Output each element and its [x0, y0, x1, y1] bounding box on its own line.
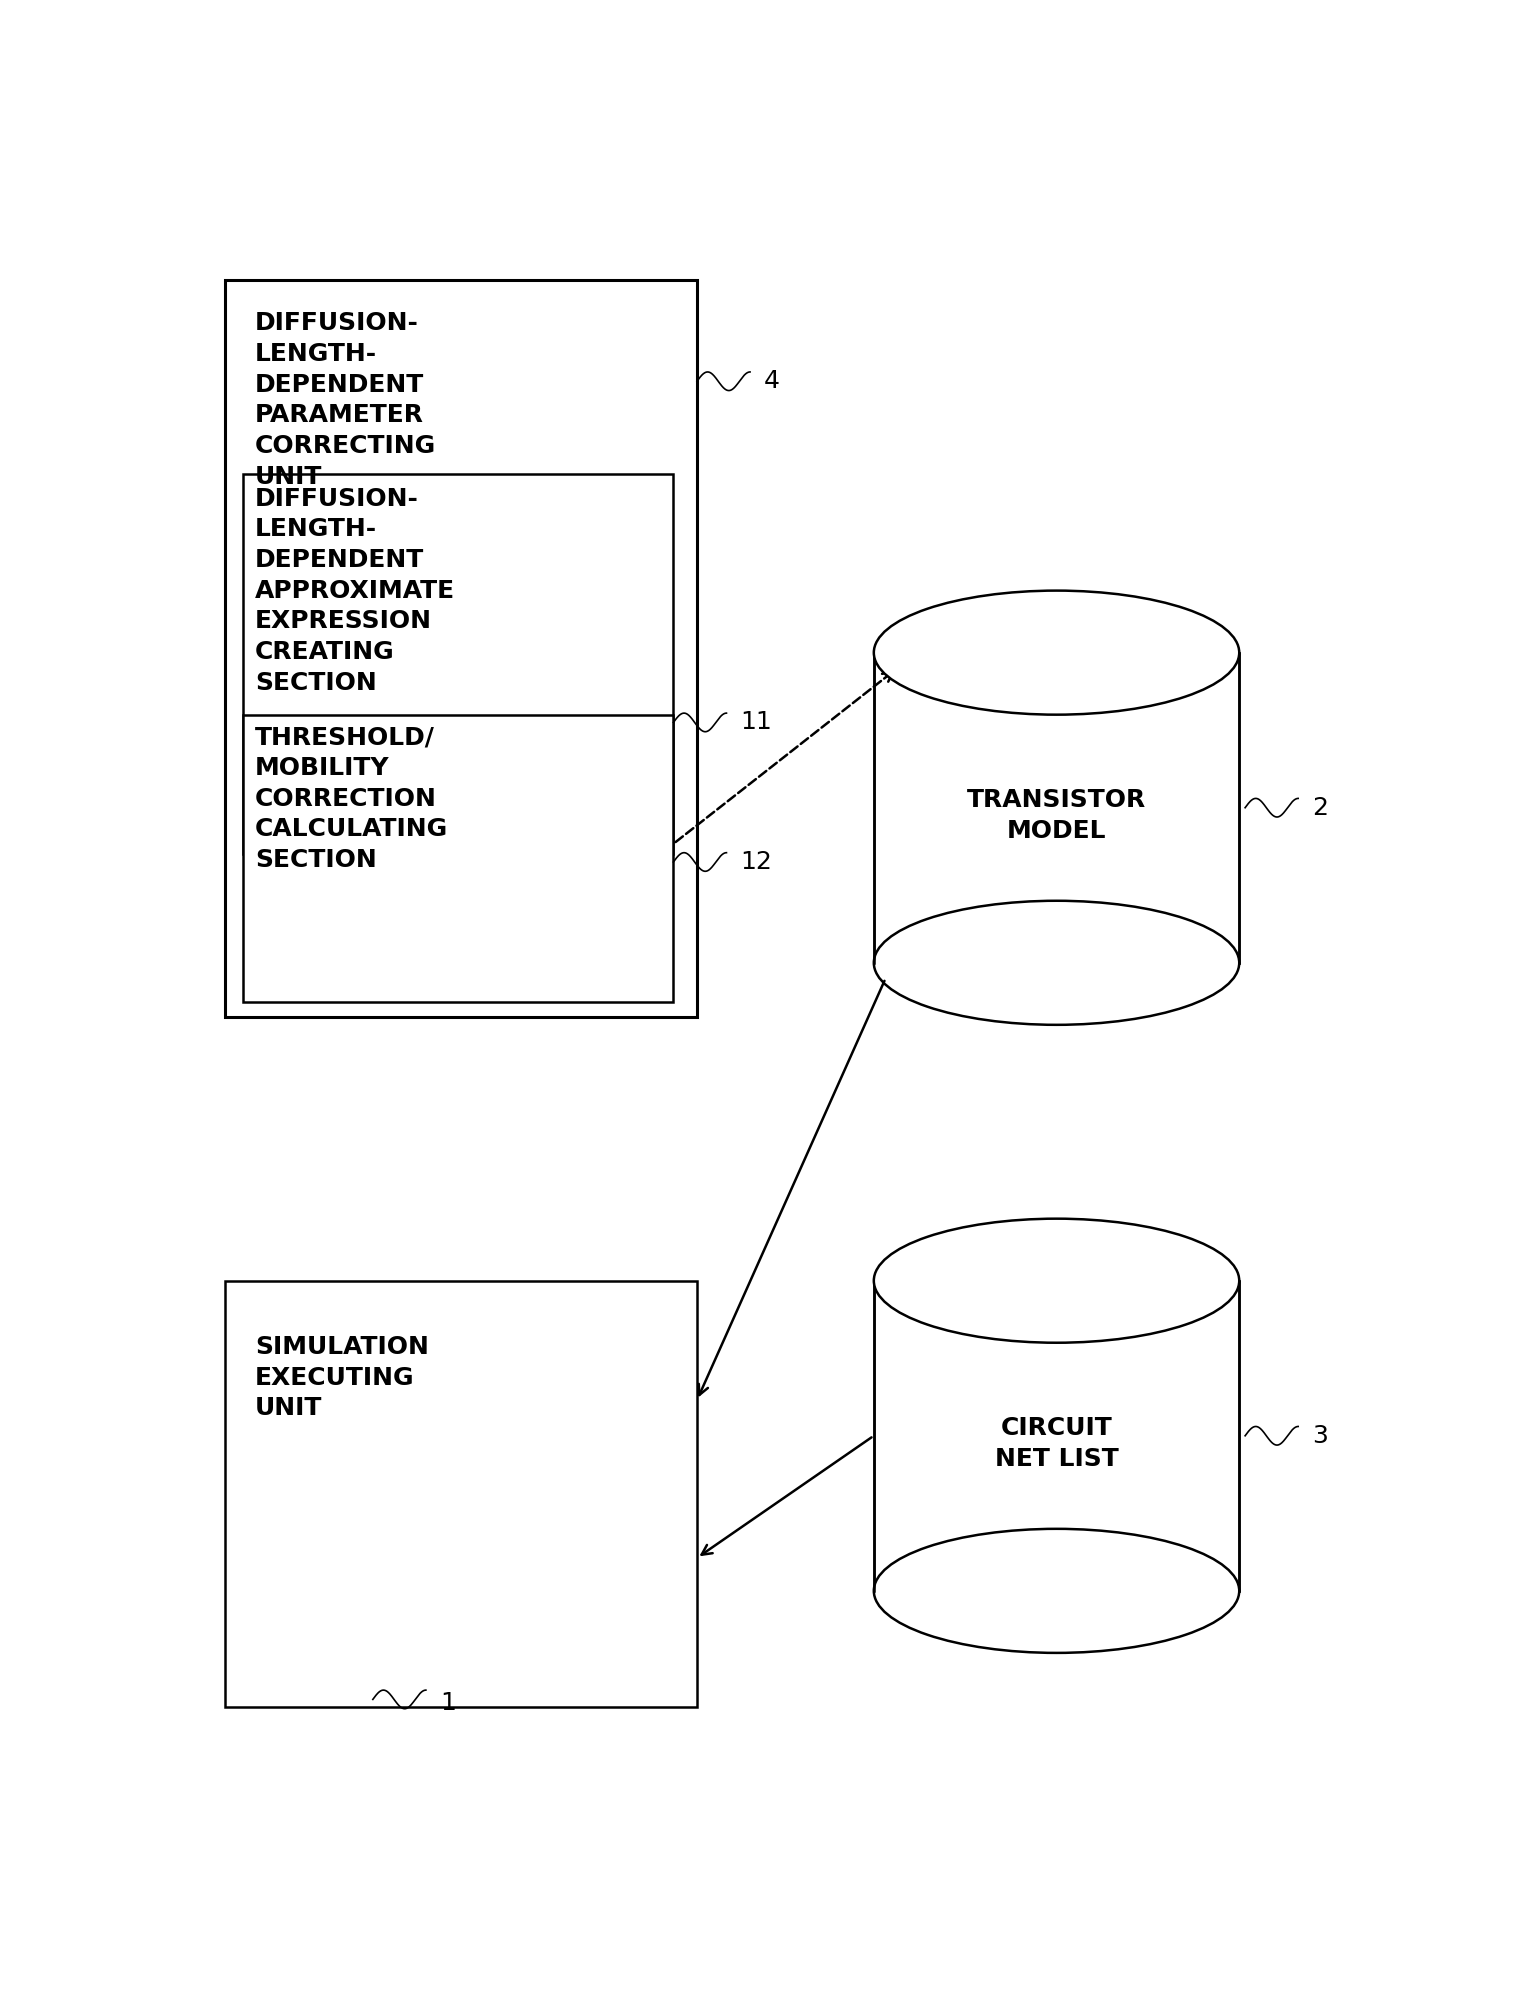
Ellipse shape	[873, 1529, 1240, 1653]
Bar	[225, 280, 697, 1017]
Text: CIRCUIT
NET LIST: CIRCUIT NET LIST	[995, 1416, 1118, 1470]
Text: THRESHOLD/
MOBILITY
CORRECTION
CALCULATING
SECTION: THRESHOLD/ MOBILITY CORRECTION CALCULATI…	[256, 725, 449, 872]
Text: 3: 3	[1313, 1424, 1328, 1448]
Bar	[243, 715, 674, 1001]
Text: 1: 1	[440, 1690, 456, 1714]
Bar	[873, 1281, 1240, 1591]
Text: 2: 2	[1313, 796, 1328, 820]
Bar	[873, 653, 1240, 963]
Text: DIFFUSION-
LENGTH-
DEPENDENT
PARAMETER
CORRECTING
UNIT: DIFFUSION- LENGTH- DEPENDENT PARAMETER C…	[256, 312, 437, 489]
Ellipse shape	[873, 1218, 1240, 1343]
Text: 12: 12	[741, 850, 773, 874]
Ellipse shape	[873, 900, 1240, 1025]
Bar	[225, 1281, 697, 1708]
Bar	[243, 475, 674, 854]
Text: DIFFUSION-
LENGTH-
DEPENDENT
APPROXIMATE
EXPRESSION
CREATING
SECTION: DIFFUSION- LENGTH- DEPENDENT APPROXIMATE…	[256, 487, 455, 695]
Text: SIMULATION
EXECUTING
UNIT: SIMULATION EXECUTING UNIT	[256, 1335, 429, 1420]
Ellipse shape	[873, 590, 1240, 715]
Text: TRANSISTOR
MODEL: TRANSISTOR MODEL	[967, 787, 1147, 842]
Text: 4: 4	[764, 369, 780, 393]
Text: 11: 11	[741, 711, 773, 735]
